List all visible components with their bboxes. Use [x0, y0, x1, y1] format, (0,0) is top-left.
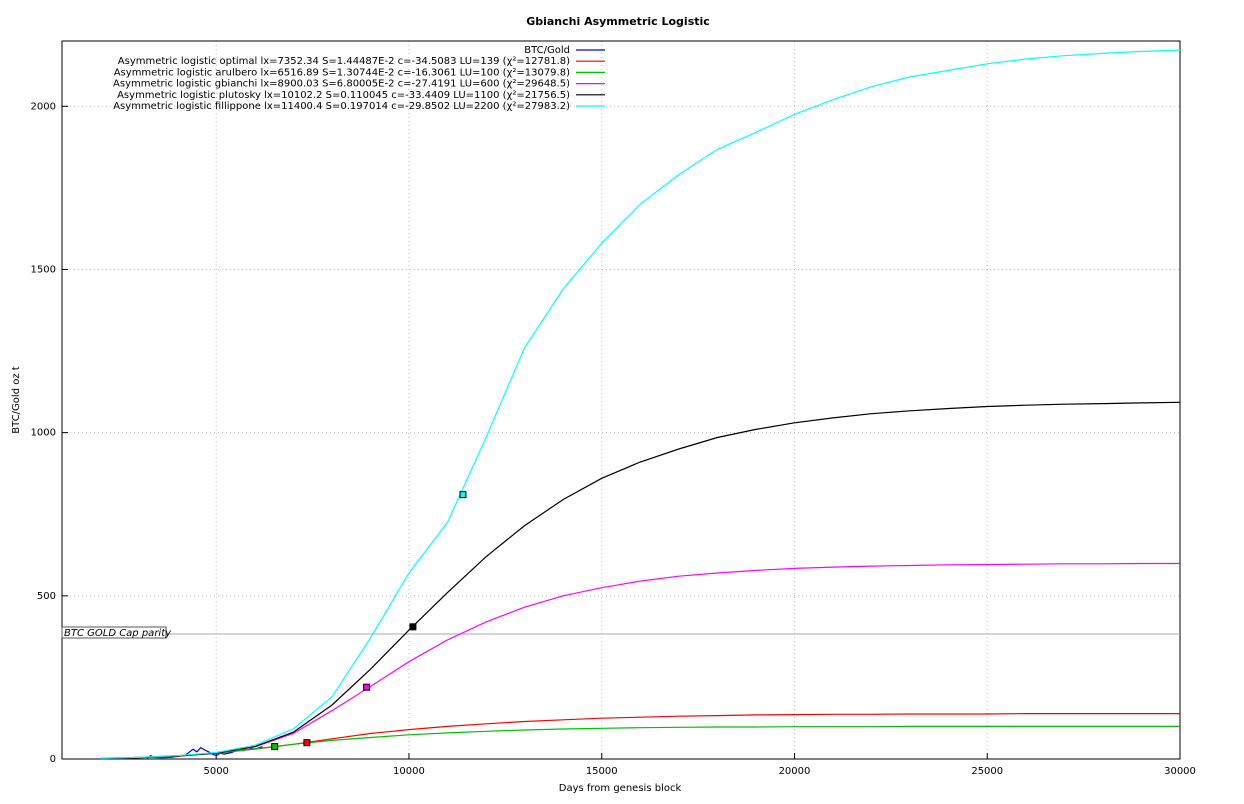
lx-marker [303, 739, 311, 747]
chart-title: Gbianchi Asymmetric Logistic [526, 15, 710, 28]
x-tick-label: 5000 [203, 766, 228, 777]
x-tick-label: 15000 [586, 766, 618, 777]
series-line [100, 713, 1180, 759]
x-tick-label: 10000 [393, 766, 425, 777]
lx-marker [363, 683, 371, 691]
reference-label: BTC GOLD Cap parity [64, 628, 172, 639]
x-tick-label: 25000 [971, 766, 1003, 777]
lx-marker [459, 491, 467, 499]
x-tick-label: 20000 [779, 766, 811, 777]
lx-marker [271, 743, 279, 751]
x-axis-label: Days from genesis block [559, 783, 682, 794]
x-tick-label: 30000 [1164, 766, 1196, 777]
series-line [100, 401, 1181, 760]
y-tick-label: 2000 [31, 101, 56, 112]
legend-label: BTC/Gold [524, 45, 570, 56]
series-line [100, 49, 1181, 759]
legend-label: Asymmetric logistic plutosky lx=10102.2 … [117, 90, 570, 101]
legend-label: Asymmetric logistic gbianchi lx=8900.03 … [113, 79, 570, 90]
plot-frame [61, 40, 1181, 760]
legend-label: Asymmetric logistic fillippone lx=11400.… [113, 101, 570, 112]
series-line [100, 725, 1180, 759]
reference-label-box [61, 626, 167, 639]
y-tick-label: 1500 [31, 264, 56, 275]
legend-label: Asymmetric logistic optimal lx=7352.34 S… [118, 56, 570, 67]
series-line [100, 562, 1180, 760]
y-axis-label: BTC/Gold oz t [11, 366, 22, 433]
lx-marker [409, 623, 417, 631]
y-tick-label: 500 [37, 591, 56, 602]
y-tick-label: 0 [50, 754, 56, 765]
legend-label: Asymmetric logistic arulbero lx=6516.89 … [114, 67, 570, 78]
y-tick-label: 1000 [31, 428, 56, 439]
